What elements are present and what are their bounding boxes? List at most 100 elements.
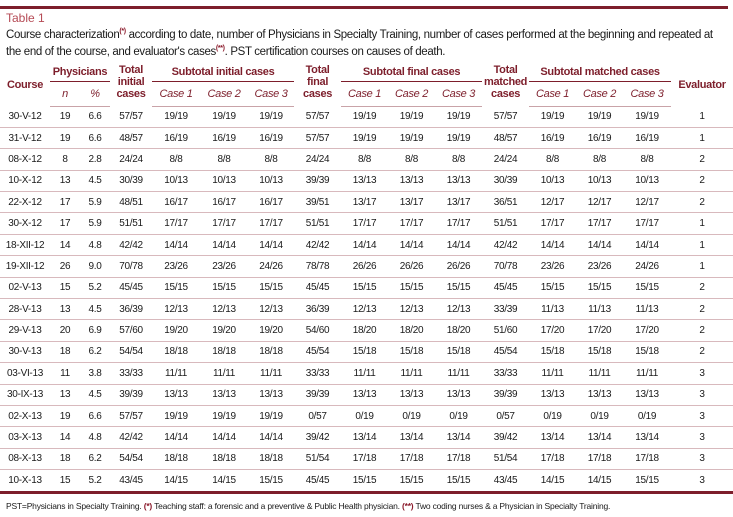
table-cell: 14/14 xyxy=(576,234,624,257)
table-cell: 18/18 xyxy=(248,448,295,471)
table-cell: 16/19 xyxy=(152,127,201,150)
table-cell: 15/15 xyxy=(435,277,483,300)
table-cell: 42/42 xyxy=(110,234,153,257)
header-course: Course xyxy=(6,79,44,91)
table-cell: 17/18 xyxy=(529,448,577,471)
table-cell: 24/26 xyxy=(623,255,672,278)
table-cell: 0/19 xyxy=(435,405,483,428)
table-cell: 30-V-12 xyxy=(0,106,50,128)
table-cell: 1 xyxy=(671,106,733,128)
table-cell: 42/42 xyxy=(294,234,342,257)
table-cell: 3.8 xyxy=(80,362,111,385)
table-cell: 5.2 xyxy=(80,277,111,300)
table-cell: 51/51 xyxy=(294,212,342,235)
table-cell: 8 xyxy=(50,148,80,171)
table-cell: 12/13 xyxy=(152,298,201,321)
table-cell: 6.2 xyxy=(80,448,111,471)
table-cell: 3 xyxy=(671,384,733,406)
table-footnote: PST=Physicians in Specialty Training. (*… xyxy=(6,501,610,511)
top-rule xyxy=(0,6,728,9)
table-cell: 39/39 xyxy=(294,384,342,406)
table-cell: 19/20 xyxy=(200,319,249,342)
table-cell: 14/14 xyxy=(152,234,201,257)
table-cell: 23/26 xyxy=(576,255,624,278)
table-cell: 11/11 xyxy=(529,362,577,385)
table-cell: 0/19 xyxy=(529,405,577,428)
table-cell: 39/39 xyxy=(294,170,342,193)
table-cell: 14 xyxy=(50,426,80,449)
table-cell: 17/17 xyxy=(152,212,201,235)
table-cell: 15 xyxy=(50,469,80,494)
table-cell: 17/18 xyxy=(623,448,672,471)
table-cell: 2 xyxy=(671,319,733,342)
table-cell: 2 xyxy=(671,298,733,321)
table-cell: 48/57 xyxy=(110,127,153,150)
caption-text: . PST certification courses on causes of… xyxy=(224,45,446,58)
header-initial-case-3: Case 3 xyxy=(248,81,295,107)
table-cell: 17/18 xyxy=(435,448,483,471)
table-cell: 6.9 xyxy=(80,319,111,342)
table-cell: 15/18 xyxy=(576,341,624,364)
table-cell: 5.9 xyxy=(80,191,111,214)
table-cell: 18/20 xyxy=(388,319,436,342)
table-cell: 23/26 xyxy=(200,255,249,278)
table-cell: 0/19 xyxy=(341,405,389,428)
table-cell: 15/15 xyxy=(152,277,201,300)
header-initial-case-2: Case 2 xyxy=(200,81,249,107)
table-cell: 1 xyxy=(671,234,733,257)
table-cell: 18/20 xyxy=(341,319,389,342)
table-cell: 13/17 xyxy=(341,191,389,214)
table-cell: 22-X-12 xyxy=(0,191,50,214)
table-cell: 19/19 xyxy=(248,106,295,128)
table-cell: 02-V-13 xyxy=(0,277,50,300)
table-cell: 19/20 xyxy=(152,319,201,342)
table-row: 31-V-12 19 6.6 48/57 16/19 16/19 16/19 57/57 19/… xyxy=(0,127,733,150)
table-cell: 8/8 xyxy=(341,148,389,171)
table-row: 18-XII-12 14 4.8 42/42 14/14 14/14 14/14 42/42 1… xyxy=(0,234,733,257)
header-final-case-1: Case 1 xyxy=(341,81,389,107)
table-cell: 51/60 xyxy=(482,319,530,342)
table-cell: 39/39 xyxy=(482,384,530,406)
table-cell: 57/57 xyxy=(482,106,530,128)
table-row: 03-VI-13 11 3.8 33/33 11/11 11/11 11/11 33/33 11… xyxy=(0,362,733,385)
table-cell: 3 xyxy=(671,448,733,471)
table-row: 02-X-13 19 6.6 57/57 19/19 19/19 19/19 0/57 0/19… xyxy=(0,405,733,428)
table-cell: 13/14 xyxy=(623,426,672,449)
table-cell: 11/11 xyxy=(341,362,389,385)
header-matched-case-2: Case 2 xyxy=(576,81,624,107)
table-cell: 12/17 xyxy=(529,191,577,214)
table-cell: 14/14 xyxy=(529,234,577,257)
table-cell: 45/45 xyxy=(482,277,530,300)
table-cell: 15/15 xyxy=(529,277,577,300)
table-cell: 45/54 xyxy=(294,341,342,364)
table-cell: 30-V-13 xyxy=(0,341,50,364)
table-cell: 10/13 xyxy=(200,170,249,193)
table-cell: 0/19 xyxy=(576,405,624,428)
footnote-marker: (**) xyxy=(215,44,225,52)
table-cell: 33/33 xyxy=(482,362,530,385)
table-cell: 16/17 xyxy=(152,191,201,214)
table-cell: 23/26 xyxy=(529,255,577,278)
table-cell: 11/13 xyxy=(576,298,624,321)
table-cell: 42/42 xyxy=(482,234,530,257)
table-cell: 57/57 xyxy=(110,405,153,428)
table-title: Table 1 xyxy=(6,11,45,25)
table-cell: 19/19 xyxy=(623,106,672,128)
table-cell: 43/45 xyxy=(110,469,153,494)
header-final-case-2: Case 2 xyxy=(388,81,436,107)
table-cell: 20 xyxy=(50,319,80,342)
caption-text: Course characterization xyxy=(6,28,120,41)
table-cell: 51/54 xyxy=(482,448,530,471)
table-body: 30-V-12 19 6.6 57/57 19/19 19/19 19/19 57/57 19/… xyxy=(0,106,733,494)
table-cell: 14 xyxy=(50,234,80,257)
table-cell: 11/11 xyxy=(200,362,249,385)
table-cell: 2.8 xyxy=(80,148,111,171)
table-cell: 6.6 xyxy=(80,405,111,428)
table-cell: 19/19 xyxy=(388,106,436,128)
table-cell: 11/13 xyxy=(623,298,672,321)
table-cell: 70/78 xyxy=(110,255,153,278)
table-cell: 0/19 xyxy=(623,405,672,428)
table-cell: 17 xyxy=(50,212,80,235)
table-cell: 2 xyxy=(671,148,733,171)
table-cell: 8/8 xyxy=(529,148,577,171)
